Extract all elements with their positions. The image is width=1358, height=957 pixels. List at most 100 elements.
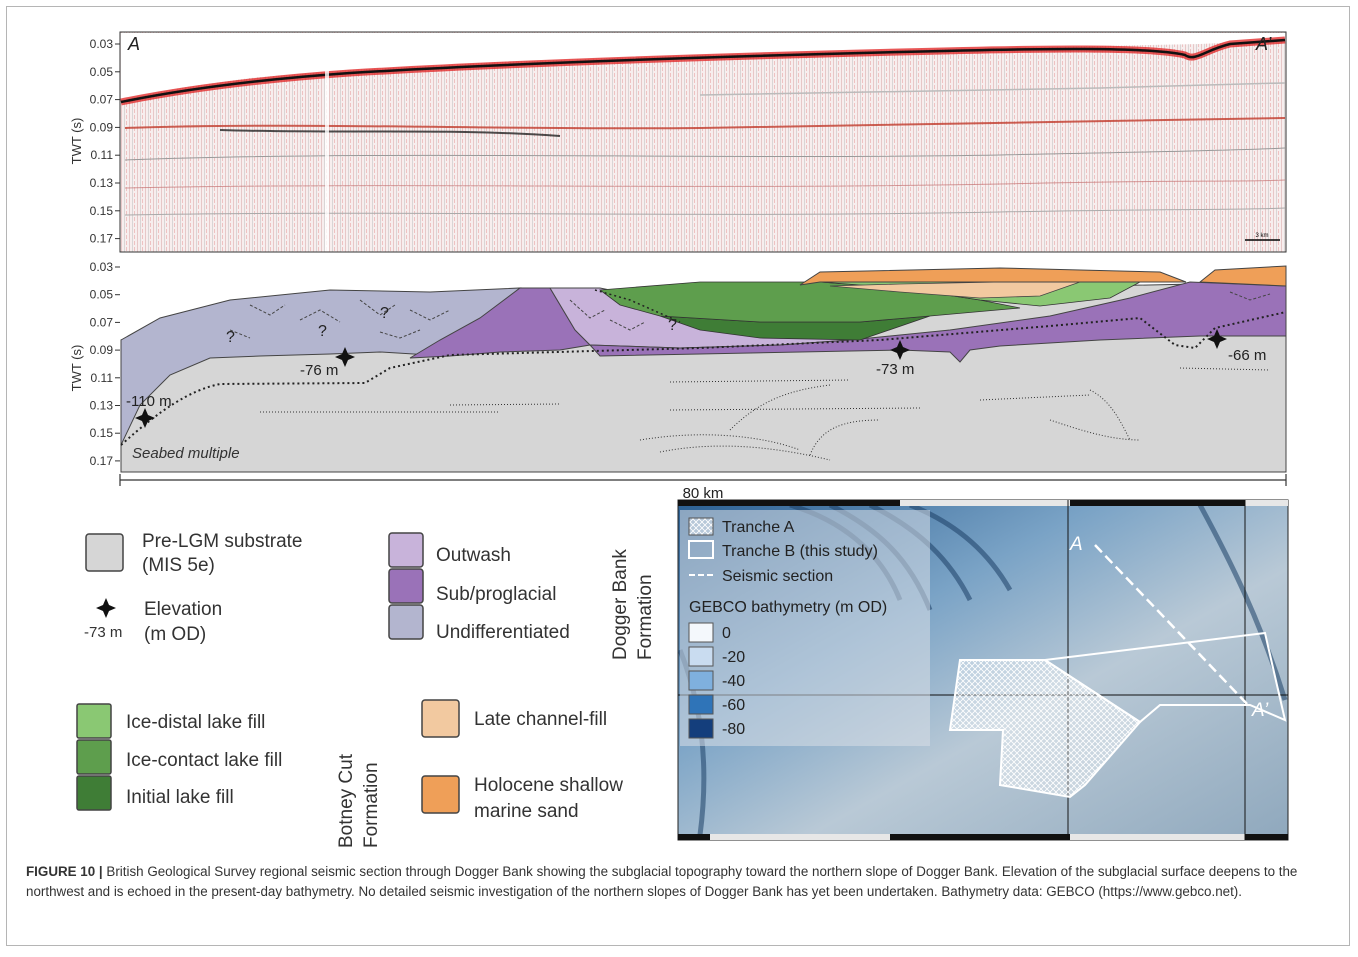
subproglacial-unit-east (588, 281, 1287, 363)
bathymetry-title: GEBCO bathymetry (m OD) (689, 599, 887, 616)
question-mark: ? (380, 305, 389, 322)
botney-formation-label-2: Formation (361, 762, 382, 848)
elevation-star (335, 347, 355, 367)
initial-swatch (76, 775, 112, 811)
elevation-legend-sublabel: (m OD) (144, 624, 206, 645)
late-channel-swatch (421, 699, 460, 738)
unit-boundary (594, 289, 681, 323)
bathymetry-value: -60 (722, 697, 745, 714)
late-channel-label: Late channel-fill (474, 709, 607, 730)
seismic-section-label: Seismic section (722, 568, 833, 585)
reflector (699, 82, 1286, 96)
section-end-label: A’ (1255, 34, 1272, 54)
map-label-a: A (1069, 534, 1083, 555)
y-tick-label: 0.15 (90, 426, 114, 440)
question-mark: ? (668, 317, 677, 334)
tranche-a-label: Tranche A (722, 519, 795, 536)
undifferentiated-swatch (388, 604, 424, 640)
bathymetry-value: 0 (722, 625, 731, 642)
bathymetry-legend: 0 -20 -40 -60 -80 (688, 622, 745, 739)
scale-bar-label: 3 km (1255, 233, 1268, 239)
botney-formation-label-1: Botney Cut (336, 753, 357, 848)
holocene-sand-west (799, 267, 1187, 286)
y-tick-label: 0.11 (91, 148, 114, 162)
y-tick-label: 0.17 (90, 454, 114, 468)
subproglacial-label: Sub/proglacial (436, 584, 556, 605)
subproglacial-swatch (388, 568, 424, 604)
legend: Pre-LGM substrate (MIS 5e) Elevation (m … (76, 531, 656, 848)
y-tick-label: 0.13 (90, 176, 114, 190)
y-tick-label: 0.09 (90, 343, 114, 357)
holocene-label-1: Holocene shallow (474, 775, 623, 796)
elevation-legend-label: Elevation (144, 599, 222, 620)
elevation-label: -73 m (876, 361, 914, 378)
y-tick-label: 0.05 (90, 288, 114, 302)
y-tick-label: 0.03 (90, 260, 114, 274)
reflector (124, 179, 1286, 189)
tranche-a-swatch (688, 517, 714, 536)
pre-lgm-swatch (85, 533, 124, 572)
holocene-sand-east (1198, 265, 1287, 287)
ice-contact-swatch (76, 739, 112, 775)
question-mark: ? (318, 323, 327, 340)
ice-distal-swatch (76, 703, 112, 739)
outwash-swatch (388, 532, 424, 568)
seabed-multiple-label: Seabed multiple (132, 445, 240, 462)
y-tick-label: 0.15 (90, 204, 114, 218)
data-gap (325, 70, 329, 251)
bathymetry-value: -80 (722, 721, 745, 738)
question-mark: ? (226, 329, 235, 346)
bathymetry-swatch (688, 694, 714, 715)
interpretation-panel: ? ? ? ? -110 m -76 m -73 m -66 m Seabed … (69, 260, 1287, 502)
y-tick-label: 0.03 (90, 37, 114, 51)
bathymetry-value: -20 (722, 649, 745, 666)
bathymetry-swatch (688, 622, 714, 643)
elevation-label: -110 m (126, 393, 172, 410)
map-legend-box (680, 510, 930, 746)
elevation-markers: -110 m -76 m -73 m -66 m (126, 329, 1266, 428)
y-tick-label: 0.07 (90, 93, 114, 107)
y-tick-label: 0.05 (90, 65, 114, 79)
reflector (124, 147, 1286, 161)
y-tick-label: 0.17 (90, 232, 114, 246)
bathymetry-map: A A’ Tranche A Tranche B (this study) Se… (677, 499, 1289, 841)
seismic-section-line (1094, 544, 1249, 706)
elevation-star (135, 408, 155, 428)
undifferentiated-label: Undifferentiated (436, 622, 570, 643)
caption-text: British Geological Survey regional seism… (26, 864, 1298, 899)
holocene-label-2: marine sand (474, 801, 579, 822)
substrate-reflectors (260, 367, 1271, 461)
undifferentiated-reflectors (229, 291, 1271, 339)
elevation-label: -76 m (300, 362, 338, 379)
bathymetry-swatch (688, 646, 714, 667)
outwash-label: Outwash (436, 545, 511, 566)
y-tick-label: 0.13 (90, 399, 114, 413)
holocene-swatch (421, 775, 460, 814)
dogger-formation-label-1: Dogger Bank (610, 549, 631, 660)
elevation-star (890, 340, 910, 360)
elevation-legend-star (96, 598, 116, 618)
ice-contact-label: Ice-contact lake fill (126, 750, 282, 771)
interpretation-y-axis: 0.03 0.05 0.07 0.09 0.11 0.13 0.15 0.17 (90, 260, 120, 468)
elevation-star (1207, 329, 1227, 349)
distance-scale-label: 80 km (683, 485, 724, 502)
reflector (124, 117, 1286, 130)
caption-label: FIGURE 10 | (26, 864, 103, 879)
tranche-b-swatch (688, 540, 714, 559)
bathymetry-swatch (688, 670, 714, 691)
ice-distal-label: Ice-distal lake fill (126, 712, 265, 733)
figure-caption: FIGURE 10 | British Geological Survey re… (26, 862, 1336, 902)
reflector (219, 129, 561, 137)
pre-lgm-sublabel: (MIS 5e) (142, 555, 215, 576)
seismic-y-axis-label: TWT (s) (69, 118, 84, 165)
elevation-legend-example: -73 m (84, 624, 122, 641)
y-tick-label: 0.09 (90, 120, 114, 134)
figure-frame (6, 6, 1350, 946)
reflector (124, 207, 1286, 216)
bathymetry-value: -40 (722, 673, 745, 690)
seismic-y-axis: 0.03 0.05 0.07 0.09 0.11 0.13 0.15 0.17 (90, 37, 120, 246)
tranche-b-polygon (1042, 631, 1287, 724)
section-start-label: A (127, 34, 140, 54)
initial-label: Initial lake fill (126, 787, 234, 808)
y-tick-label: 0.11 (91, 371, 114, 385)
